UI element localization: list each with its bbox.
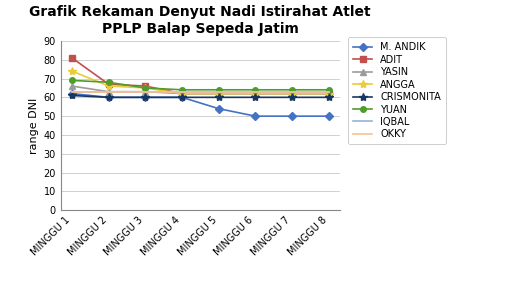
OKKY [325,90,332,93]
YASIN [142,90,148,93]
YASIN [252,92,259,95]
IQBAL [252,90,259,93]
ANGGA [289,92,295,95]
IQBAL [142,90,148,93]
YUAN [289,88,295,92]
ADIT [325,92,332,95]
CRISMONITA [142,95,148,99]
M. ANDIK [105,95,112,99]
YUAN [142,86,148,90]
OKKY [142,90,148,93]
OKKY [179,90,185,93]
OKKY [105,90,112,93]
ADIT [179,92,185,95]
ADIT [105,82,112,86]
Line: YUAN: YUAN [69,78,332,93]
Line: ANGGA: ANGGA [67,67,333,98]
IQBAL [179,90,185,93]
Line: YASIN: YASIN [69,83,332,96]
Title: Grafik Rekaman Denyut Nadi Istirahat Atlet
PPLP Balap Sepeda Jatim: Grafik Rekaman Denyut Nadi Istirahat Atl… [29,5,371,36]
YASIN [215,92,222,95]
YUAN [179,88,185,92]
YASIN [325,92,332,95]
CRISMONITA [69,94,75,97]
OKKY [69,90,75,93]
YUAN [252,88,259,92]
YASIN [105,90,112,93]
OKKY [215,90,222,93]
YASIN [179,92,185,95]
M. ANDIK [252,114,259,118]
ANGGA [105,84,112,88]
CRISMONITA [289,95,295,99]
M. ANDIK [289,114,295,118]
M. ANDIK [325,114,332,118]
CRISMONITA [215,95,222,99]
ANGGA [215,92,222,95]
IQBAL [215,90,222,93]
ADIT [142,84,148,88]
CRISMONITA [252,95,259,99]
IQBAL [325,90,332,93]
ADIT [252,92,259,95]
OKKY [252,90,259,93]
IQBAL [69,90,75,93]
CRISMONITA [325,95,332,99]
YASIN [69,84,75,88]
ANGGA [252,92,259,95]
ADIT [215,92,222,95]
ANGGA [325,92,332,95]
ADIT [69,56,75,60]
M. ANDIK [69,92,75,95]
Y-axis label: range DNI: range DNI [29,98,40,154]
Line: CRISMONITA: CRISMONITA [67,91,333,102]
M. ANDIK [179,95,185,99]
IQBAL [105,90,112,93]
Line: ADIT: ADIT [69,55,332,96]
IQBAL [289,90,295,93]
M. ANDIK [215,107,222,110]
YUAN [105,81,112,84]
ANGGA [179,92,185,95]
M. ANDIK [142,95,148,99]
Legend: M. ANDIK, ADIT, YASIN, ANGGA, CRISMONITA, YUAN, IQBAL, OKKY: M. ANDIK, ADIT, YASIN, ANGGA, CRISMONITA… [348,37,446,144]
YUAN [215,88,222,92]
OKKY [289,90,295,93]
ANGGA [69,69,75,73]
CRISMONITA [105,95,112,99]
ANGGA [142,86,148,90]
YUAN [69,79,75,82]
YASIN [289,92,295,95]
YUAN [325,88,332,92]
CRISMONITA [179,95,185,99]
ADIT [289,92,295,95]
Line: M. ANDIK: M. ANDIK [69,91,332,119]
